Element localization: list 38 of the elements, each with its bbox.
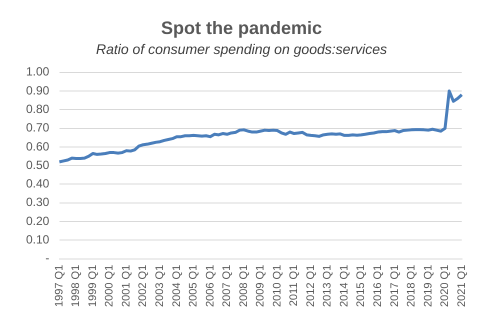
x-tick-label: 1997 Q1	[53, 264, 66, 307]
x-tick-label: 2003 Q1	[154, 264, 166, 307]
x-tick-label: 2009 Q1	[254, 264, 267, 307]
x-tick-label: 1998 Q1	[70, 264, 82, 307]
x-tick-label: 2005 Q1	[188, 264, 200, 307]
x-tick-label: 1999 Q1	[86, 264, 99, 307]
y-tick-label: 0.40	[26, 176, 50, 191]
x-tick-label: 2014 Q1	[338, 264, 350, 307]
y-tick-label: 0.30	[26, 195, 50, 210]
x-tick-label: 2020 Q1	[439, 264, 452, 307]
y-tick-label: 0.70	[26, 120, 50, 135]
y-tick-label: 0.60	[26, 139, 50, 154]
x-tick-label: 2021 Q1	[456, 264, 468, 307]
y-tick-label: 0.10	[26, 232, 50, 246]
y-tick-label: 0.90	[26, 83, 50, 98]
chart-subtitle: Ratio of consumer spending on goods:services	[96, 40, 388, 57]
x-tick-label: 2008 Q1	[238, 264, 250, 307]
x-tick-label: 2011 Q1	[288, 264, 300, 306]
x-tick-label: 2016 Q1	[372, 264, 384, 307]
x-tick-label: 2006 Q1	[204, 264, 216, 307]
y-tick-label: 0.80	[26, 102, 50, 116]
x-tick-label: 2004 Q1	[170, 264, 183, 307]
x-tick-label: 2000 Q1	[104, 264, 116, 307]
x-tick-label: 2002 Q1	[137, 264, 150, 307]
x-tick-label: 2018 Q1	[406, 264, 418, 307]
x-tick-label: 2010 Q1	[271, 264, 284, 307]
x-tick-label: 2019 Q1	[422, 264, 434, 307]
x-tick-label: 2017 Q1	[388, 264, 401, 307]
x-tick-label: 2015 Q1	[355, 264, 368, 307]
y-tick-label: 0.50	[26, 158, 50, 172]
y-tick-label: 0.20	[26, 214, 50, 228]
chart-title: Spot the pandemic	[160, 18, 322, 38]
x-tick-label: 2012 Q1	[304, 264, 317, 307]
x-tick-label: 2013 Q1	[322, 264, 334, 307]
x-tick-label: 2001 Q1	[120, 264, 132, 307]
y-tick-label: 1.00	[26, 64, 50, 79]
y-tick-label: -	[45, 251, 50, 266]
x-tick-label: 2007 Q1	[221, 264, 234, 307]
